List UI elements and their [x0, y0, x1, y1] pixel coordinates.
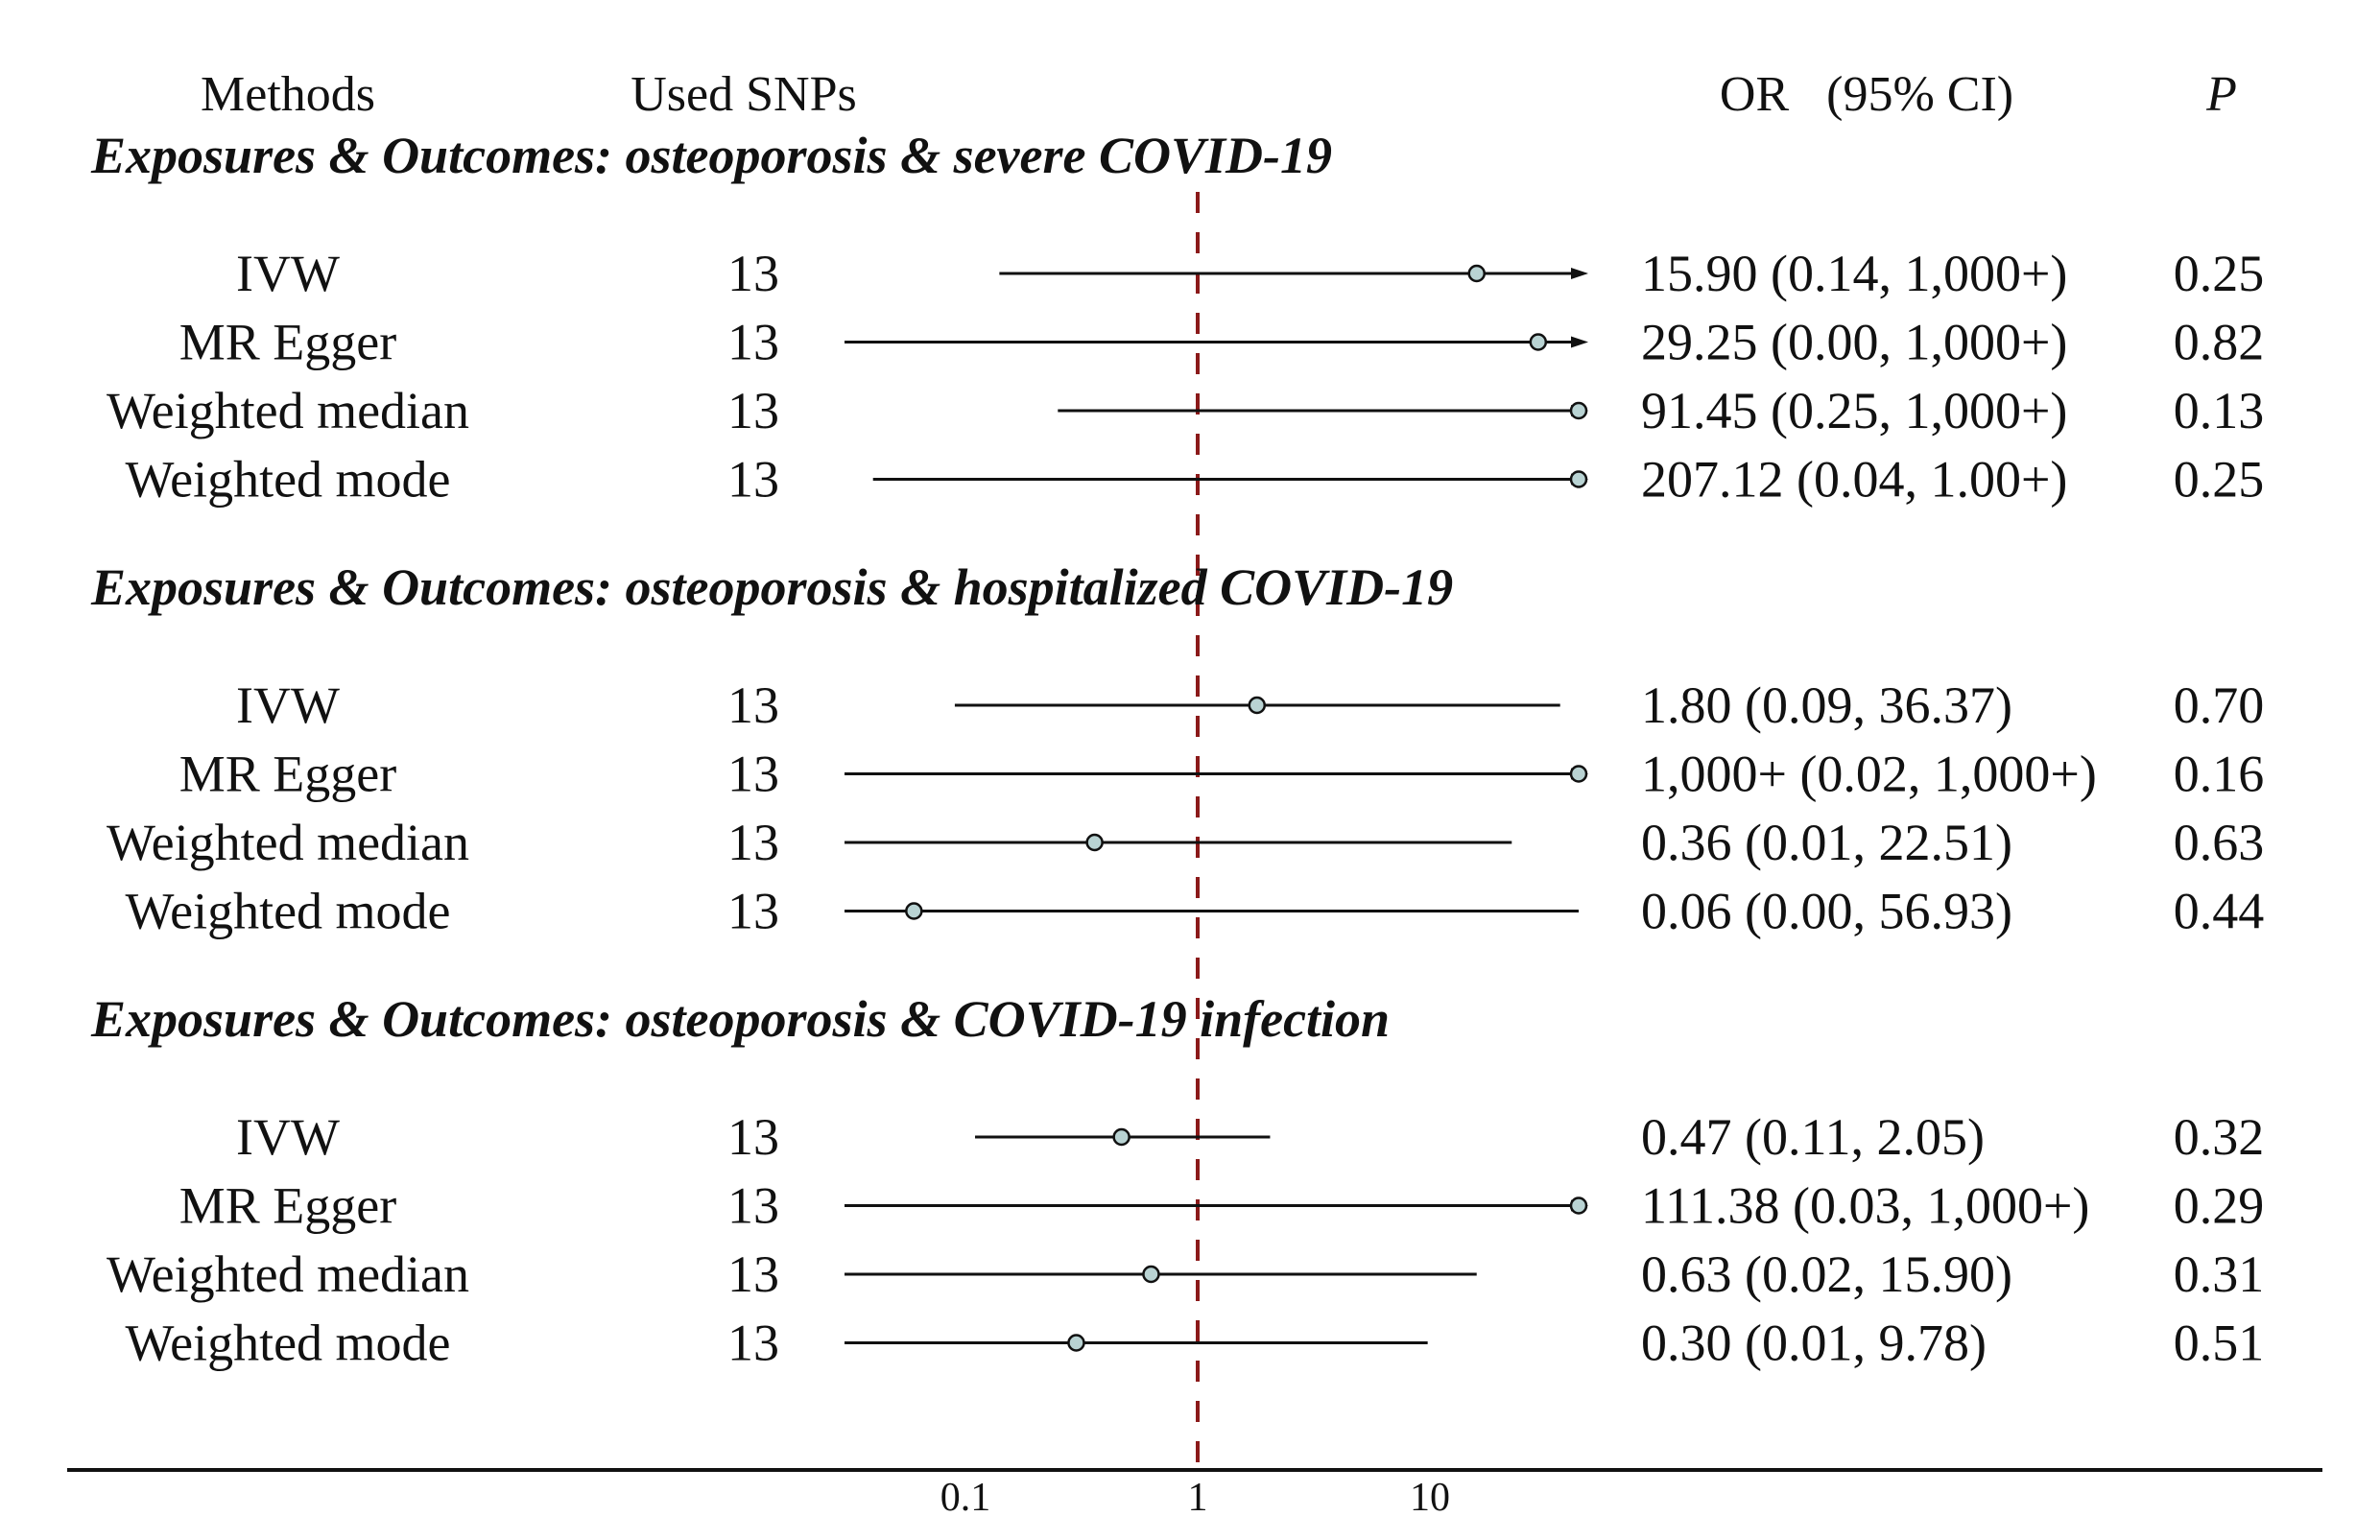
or-point	[1467, 264, 1486, 283]
or-point	[1569, 1196, 1588, 1215]
snps-value: 13	[727, 1315, 779, 1372]
ci-arrow	[1571, 268, 1588, 279]
method-label: Weighted mode	[125, 451, 450, 509]
snps-value: 13	[727, 314, 779, 371]
p-value: 0.16	[2174, 746, 2265, 803]
or-point	[1248, 696, 1267, 715]
or-point	[1569, 401, 1588, 420]
method-label: MR Egger	[179, 314, 396, 371]
snps-value: 13	[727, 245, 779, 302]
column-headers: Methods Used SNPs OR (95% CI) P	[201, 67, 2237, 122]
method-label: IVW	[236, 676, 340, 734]
snps-value: 13	[727, 1177, 779, 1235]
or-ci-value: 29.25 (0.00, 1,000+)	[1641, 314, 2067, 371]
p-value: 0.82	[2174, 314, 2265, 371]
or-point	[1085, 833, 1104, 852]
or-ci-value: 0.47 (0.11, 2.05)	[1641, 1108, 1985, 1166]
snps-value: 13	[727, 1245, 779, 1303]
snps-value: 13	[727, 451, 779, 509]
method-label: Weighted median	[107, 382, 469, 439]
p-value: 0.25	[2174, 451, 2265, 509]
or-ci-value: 1,000+ (0.02, 1,000+)	[1641, 746, 2097, 803]
or-point	[1569, 765, 1588, 783]
or-point	[1142, 1265, 1160, 1284]
or-ci-header: OR (95% CI)	[1720, 67, 2013, 122]
snps-value: 13	[727, 814, 779, 871]
group-title: Exposures & Outcomes: osteoporosis & COV…	[90, 990, 1390, 1048]
p-value: 0.44	[2174, 883, 2265, 940]
p-value: 0.29	[2174, 1177, 2265, 1235]
x-tick-label: 0.1	[940, 1476, 991, 1520]
snps-header: Used SNPs	[631, 67, 857, 122]
or-ci-value: 0.63 (0.02, 15.90)	[1641, 1245, 2012, 1303]
x-tick-label: 10	[1410, 1476, 1450, 1520]
or-point	[1569, 470, 1588, 488]
x-tick-label: 1	[1188, 1476, 1208, 1520]
p-value: 0.63	[2174, 814, 2265, 871]
method-label: IVW	[236, 1108, 340, 1166]
methods-header: Methods	[201, 67, 375, 122]
p-value: 0.51	[2174, 1315, 2265, 1372]
group-title: Exposures & Outcomes: osteoporosis & sev…	[90, 127, 1332, 184]
or-point	[905, 902, 923, 920]
snps-value: 13	[727, 382, 779, 439]
or-ci-value: 0.30 (0.01, 9.78)	[1641, 1315, 1987, 1372]
or-ci-value: 111.38 (0.03, 1,000+)	[1641, 1177, 2089, 1235]
method-label: Weighted median	[107, 1245, 469, 1303]
or-ci-value: 15.90 (0.14, 1,000+)	[1641, 245, 2067, 302]
or-point	[1112, 1127, 1130, 1147]
p-value: 0.32	[2174, 1108, 2265, 1166]
or-ci-value: 0.36 (0.01, 22.51)	[1641, 814, 2012, 871]
or-ci-value: 91.45 (0.25, 1,000+)	[1641, 382, 2067, 439]
p-value: 0.31	[2174, 1245, 2265, 1303]
method-label: MR Egger	[179, 746, 396, 803]
or-ci-value: 0.06 (0.00, 56.93)	[1641, 883, 2012, 940]
p-value: 0.25	[2174, 245, 2265, 302]
method-label: IVW	[236, 245, 340, 302]
method-label: Weighted median	[107, 814, 469, 871]
snps-value: 13	[727, 883, 779, 940]
or-ci-value: 207.12 (0.04, 1.00+)	[1641, 451, 2067, 509]
method-label: Weighted mode	[125, 1315, 450, 1372]
snps-value: 13	[727, 1108, 779, 1166]
p-value: 0.70	[2174, 676, 2265, 734]
method-label: MR Egger	[179, 1177, 396, 1235]
or-point	[1529, 333, 1548, 351]
or-point	[1067, 1334, 1085, 1352]
group-title: Exposures & Outcomes: osteoporosis & hos…	[90, 558, 1453, 616]
p-value: 0.13	[2174, 382, 2265, 439]
p-header: P	[2205, 67, 2237, 122]
plot-layer: 0.1 1 10 Exposures & Outcomes: osteoporosis…	[67, 127, 2322, 1520]
ci-arrow	[1571, 336, 1588, 348]
snps-value: 13	[727, 676, 779, 734]
snps-value: 13	[727, 746, 779, 803]
method-label: Weighted mode	[125, 883, 450, 940]
or-ci-value: 1.80 (0.09, 36.37)	[1641, 676, 2012, 734]
